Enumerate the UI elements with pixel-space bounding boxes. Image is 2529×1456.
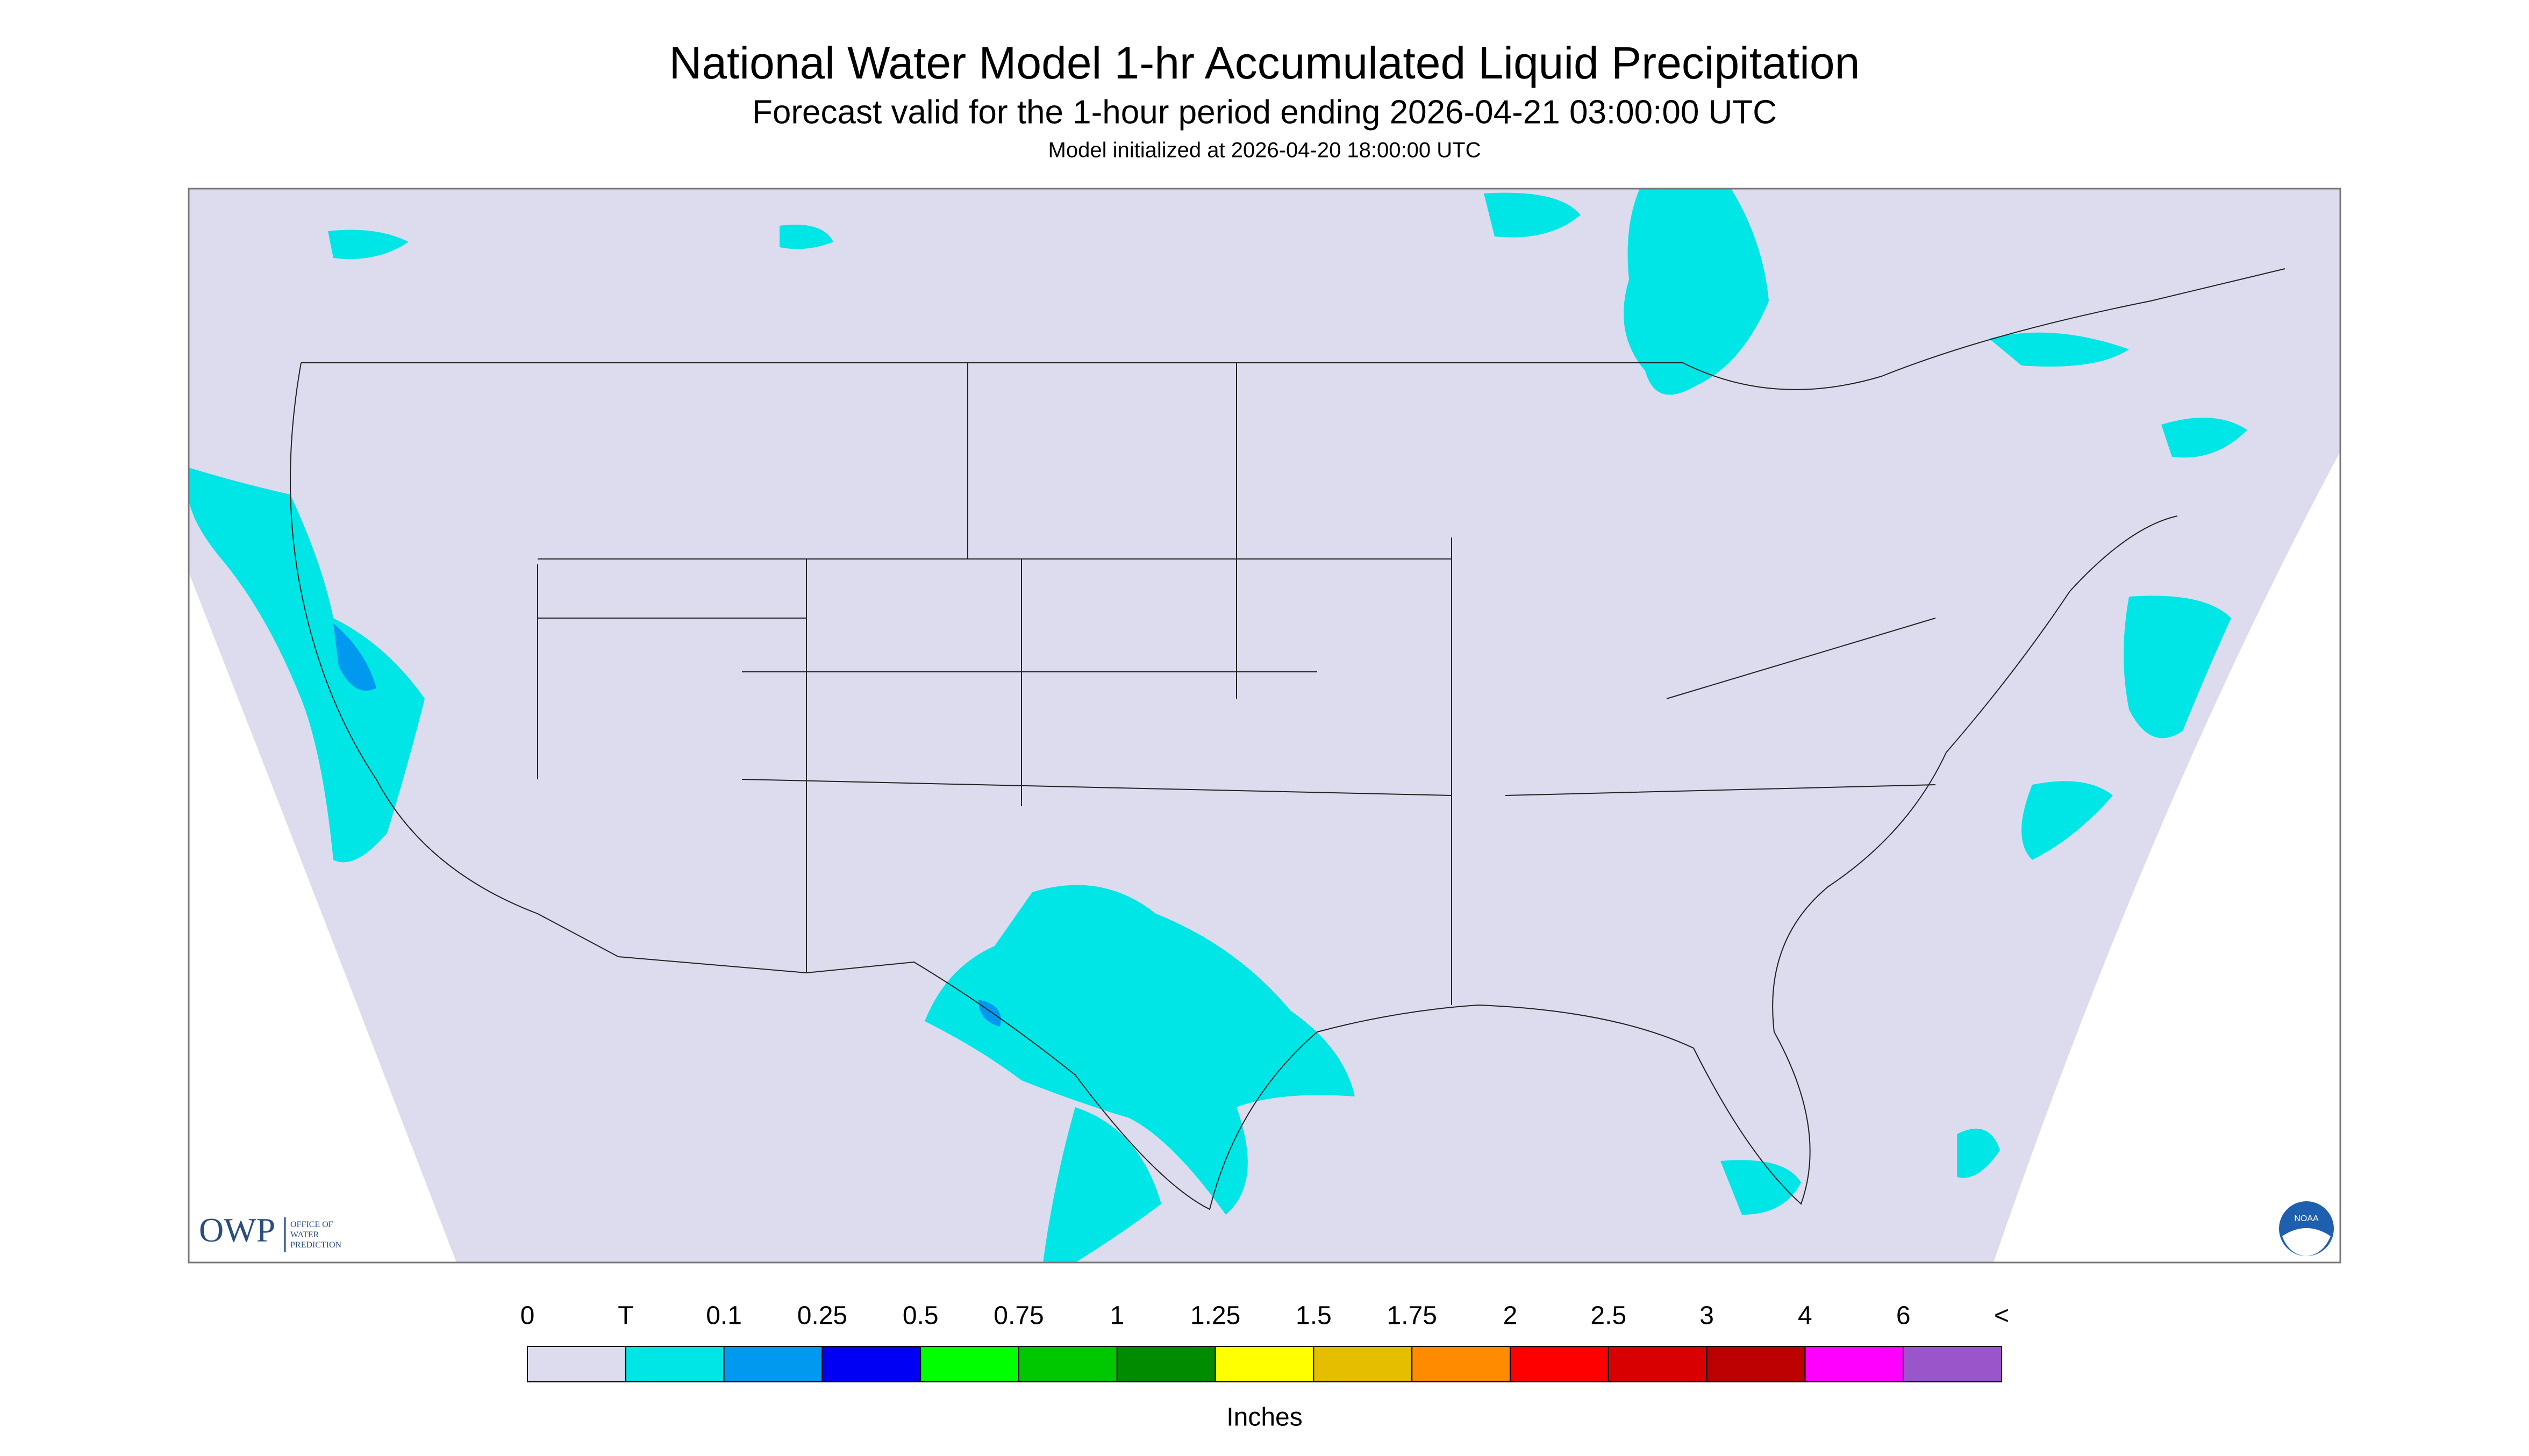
legend-label: < — [1994, 1302, 2009, 1330]
legend-swatch — [1018, 1346, 1118, 1382]
owp-text: OFFICE OF — [290, 1220, 333, 1229]
legend-swatch — [1510, 1346, 1609, 1382]
legend-swatch — [1215, 1346, 1314, 1382]
legend-label: 1.5 — [1296, 1302, 1332, 1330]
legend-label: 2.5 — [1590, 1302, 1626, 1330]
legend-swatch — [920, 1346, 1019, 1382]
boundaries — [290, 268, 2285, 1210]
legend-swatch — [1116, 1346, 1216, 1382]
legend-swatch — [1411, 1346, 1511, 1382]
owp-text: WATER — [290, 1230, 319, 1239]
noaa-logo-text: NOAA — [2294, 1214, 2319, 1223]
map-frame — [188, 188, 2341, 1264]
legend-swatch — [1706, 1346, 1806, 1382]
legend-label: 0.75 — [994, 1302, 1044, 1330]
legend-units: Inches — [1226, 1403, 1302, 1432]
legend-label: 0.1 — [706, 1302, 742, 1330]
legend-label: 0 — [520, 1302, 535, 1330]
legend-swatch — [527, 1346, 626, 1382]
legend-swatch — [625, 1346, 725, 1382]
owp-text: PREDICTION — [290, 1240, 342, 1250]
legend-label: T — [618, 1302, 633, 1330]
owp-logo: OWP — [199, 1211, 275, 1249]
legend-label: 2 — [1503, 1302, 1518, 1330]
legend: 0 T 0.1 0.25 0.5 0.75 1 1.25 1.5 1.75 2 2.5 3 4 6 < — [520, 1302, 2009, 1382]
legend-swatch — [1608, 1346, 1708, 1382]
legend-label: 3 — [1699, 1302, 1714, 1330]
legend-label: 1.25 — [1190, 1302, 1240, 1330]
legend-swatch — [723, 1346, 823, 1382]
legend-swatch — [1313, 1346, 1413, 1382]
legend-label: 6 — [1896, 1302, 1911, 1330]
model-init: Model initialized at 2026-04-20 18:00:00… — [1048, 139, 1481, 162]
subtitle: Forecast valid for the 1-hour period end… — [752, 94, 1777, 131]
title: National Water Model 1-hr Accumulated Li… — [669, 38, 1860, 88]
noaa-logo-wave — [2282, 1228, 2331, 1256]
legend-label: 0.5 — [903, 1302, 939, 1330]
legend-label: 0.25 — [797, 1302, 847, 1330]
legend-label: 1 — [1110, 1302, 1124, 1330]
legend-label: 4 — [1798, 1302, 1812, 1330]
legend-label: 1.75 — [1387, 1302, 1437, 1330]
legend-swatch — [821, 1346, 921, 1382]
legend-swatch — [1804, 1346, 1904, 1382]
legend-swatch — [1903, 1346, 2002, 1382]
map: OWP OFFICE OF WATER PREDICTION NOAA — [188, 188, 2341, 1264]
model-domain — [189, 189, 2340, 1263]
